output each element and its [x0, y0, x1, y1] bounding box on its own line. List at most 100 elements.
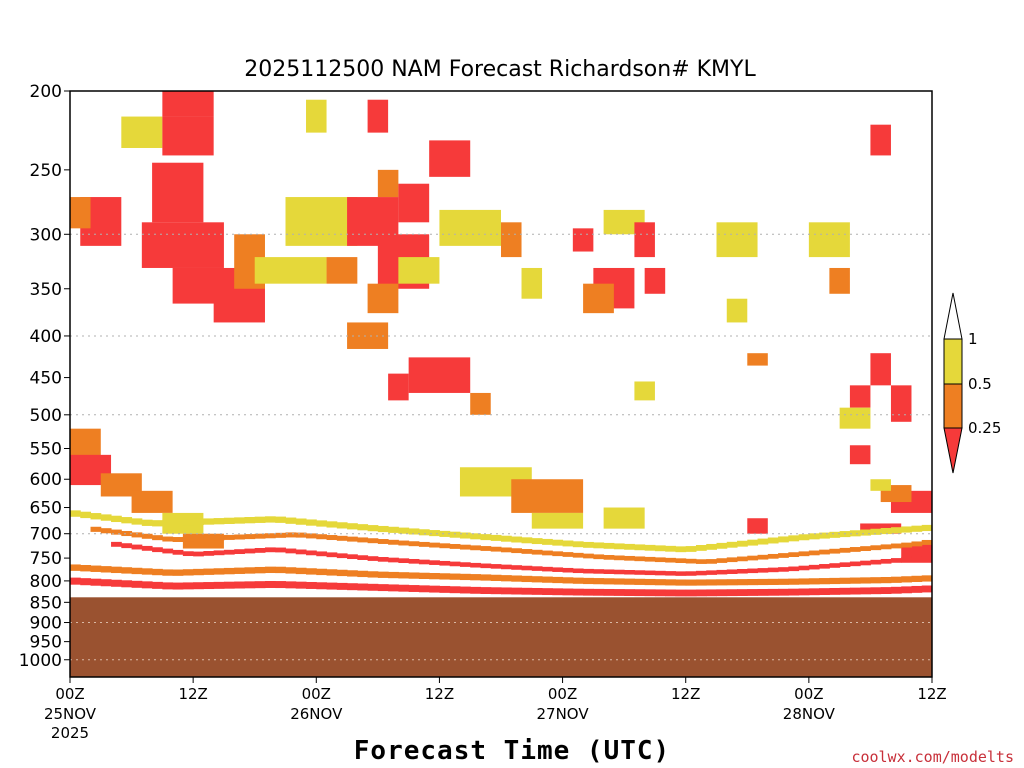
ri-band-orange: [152, 535, 163, 541]
ri-band-orange: [778, 578, 789, 585]
ri-region-orange: [367, 283, 399, 314]
ri-band-red: [182, 582, 194, 590]
ri-band-red: [439, 560, 451, 566]
ri-band-red: [90, 578, 102, 586]
ri-band-red: [726, 569, 738, 574]
ri-band-orange: [880, 544, 892, 550]
ri-band-orange: [624, 555, 635, 561]
ri-region-yellow: [531, 512, 584, 529]
ri-band-red: [603, 588, 615, 596]
legend-level-0-25: 0.25: [968, 419, 1001, 437]
ri-band-red: [501, 564, 512, 570]
ri-band-orange: [264, 566, 276, 574]
ri-band-red: [388, 584, 399, 592]
ri-band-orange: [654, 579, 666, 586]
ri-band-orange: [326, 535, 338, 541]
ri-band-orange: [747, 555, 759, 561]
ri-region-red: [152, 162, 204, 223]
ri-band-orange: [572, 577, 584, 584]
ri-band-yellow: [788, 535, 800, 542]
ri-band-red: [757, 588, 769, 596]
ri-band-orange: [141, 568, 153, 575]
ri-region-red: [849, 445, 871, 465]
ri-band-yellow: [747, 539, 759, 546]
ri-band-yellow: [706, 543, 717, 550]
legend-level-0-5: 0.5: [968, 375, 992, 393]
ri-band-orange: [295, 567, 307, 575]
ri-band-orange: [172, 569, 184, 576]
ri-band-orange: [459, 573, 471, 581]
y-tick-label: 800: [30, 572, 62, 592]
ri-band-orange: [254, 533, 266, 539]
ri-band-red: [264, 547, 276, 553]
ri-band-red: [695, 570, 707, 576]
ri-band-red: [367, 556, 379, 561]
ri-region-red: [162, 116, 214, 156]
ri-band-yellow: [203, 518, 215, 525]
ri-band-red: [911, 556, 923, 561]
ri-band-red: [388, 557, 399, 563]
ri-band-red: [654, 570, 666, 576]
ri-band-orange: [162, 536, 174, 542]
credit-text: coolwx.com/modelts: [851, 748, 1014, 766]
ri-band-red: [121, 580, 133, 588]
ri-band-red: [223, 549, 235, 555]
y-axis: 200 250 300 350 400 450 500 550 600 650 700 750 8008…: [19, 82, 70, 671]
plot-area: [69, 90, 933, 678]
ri-band-red: [634, 570, 646, 575]
ri-band-yellow: [480, 534, 492, 541]
ri-band-red: [377, 557, 389, 562]
ri-band-red: [501, 587, 512, 595]
ri-band-red: [726, 589, 738, 597]
chart-title: 2025112500 NAM Forecast Richardson# KMYL: [244, 57, 756, 82]
x-tick-label: 12Z: [178, 685, 207, 703]
ri-band-red: [326, 552, 338, 558]
ri-band-red: [306, 581, 317, 589]
ri-band-yellow: [562, 540, 574, 547]
ri-band-orange: [603, 578, 615, 585]
ri-band-orange: [213, 535, 225, 541]
x-tick-year: 2025: [51, 724, 89, 742]
ri-band-red: [316, 551, 328, 557]
ri-band-orange: [552, 576, 564, 584]
ri-band-yellow: [685, 546, 697, 552]
ri-band-orange: [819, 549, 830, 555]
ri-band-orange: [367, 538, 379, 544]
ri-band-orange: [418, 572, 430, 579]
ri-band-red: [162, 582, 174, 590]
ri-band-red: [839, 587, 851, 595]
ri-band-orange: [829, 548, 841, 554]
ri-band-orange: [542, 550, 553, 556]
ri-band-yellow: [654, 545, 666, 552]
ri-band-orange: [593, 578, 605, 585]
ri-band-orange: [860, 546, 871, 552]
ri-band-orange: [644, 578, 656, 586]
ri-band-orange: [562, 552, 574, 557]
ri-band-orange: [767, 578, 779, 585]
ri-region-red: [572, 228, 594, 252]
ri-band-red: [152, 581, 163, 589]
x-tick-date: 28NOV: [783, 705, 836, 723]
ri-band-orange: [470, 545, 481, 551]
ri-band-yellow: [141, 519, 153, 526]
ri-band-red: [788, 588, 800, 596]
y-tick-label: 300: [30, 225, 62, 245]
ri-band-red: [326, 582, 338, 590]
ri-band-orange: [747, 578, 759, 586]
ri-band-orange: [531, 549, 543, 555]
ri-region-red: [634, 222, 655, 258]
y-tick-label: 350: [30, 280, 62, 300]
ri-band-orange: [860, 577, 871, 584]
ri-band-red: [162, 548, 174, 554]
ri-band-orange: [377, 539, 389, 544]
ri-band-yellow: [459, 532, 471, 539]
ri-band-orange: [244, 534, 256, 540]
ri-band-red: [737, 568, 748, 574]
ri-band-red: [480, 563, 492, 569]
ri-band-red: [880, 558, 892, 564]
ri-band-red: [562, 567, 574, 573]
ri-band-red: [285, 581, 297, 589]
ri-band-red: [398, 584, 410, 592]
ri-band-orange: [367, 571, 379, 578]
